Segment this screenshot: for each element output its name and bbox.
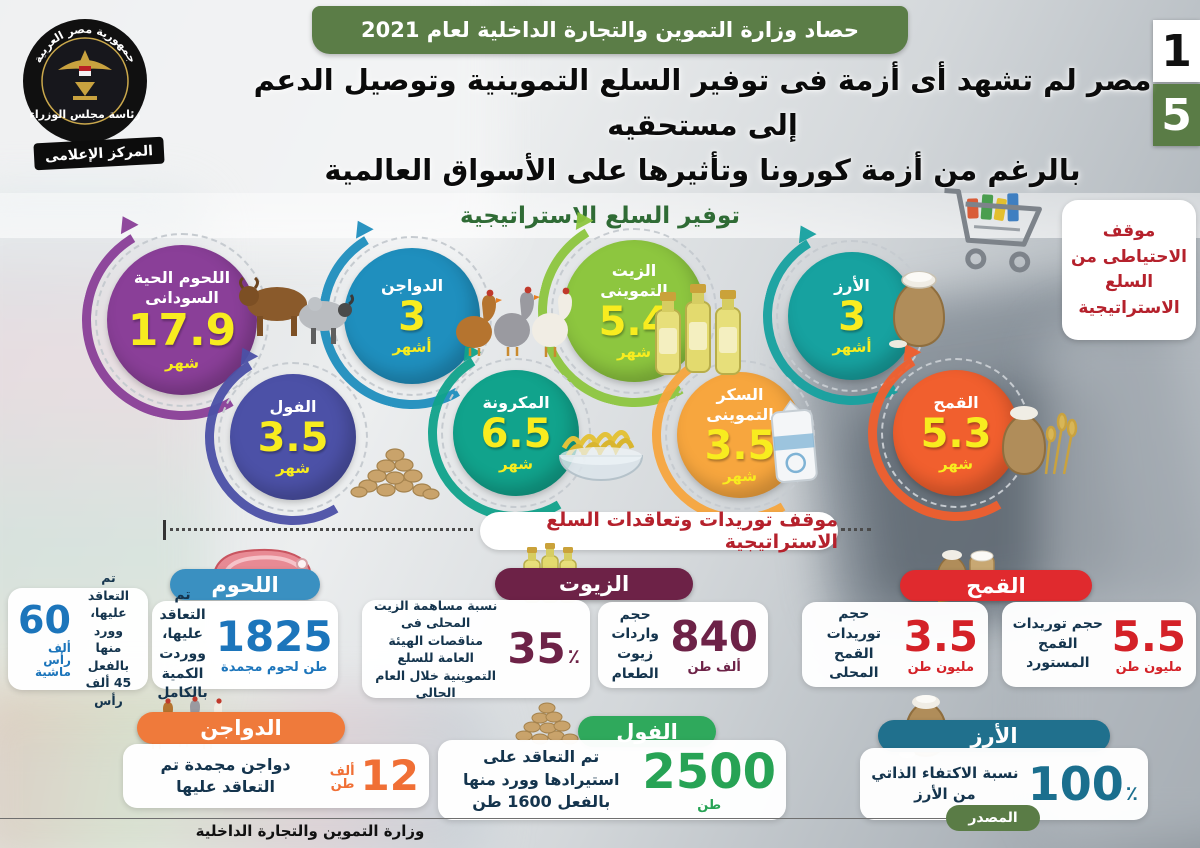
main-title-line1: مصر لم تشهد أى أزمة فى توفير السلع التمو… bbox=[253, 63, 1152, 142]
rice-card: ٪ 100 نسبة الاكتفاء الذاتي من الأرز bbox=[860, 748, 1148, 820]
dashed-ring bbox=[551, 228, 717, 394]
wheat-card-imported: 5.5 مليون طن حجم توريدات القمح المستورد bbox=[1002, 602, 1196, 687]
page-number-1: 1 bbox=[1153, 20, 1200, 82]
oils-card-local-share: ٪ 35 نسبة مساهمة الزيت المحلى فى مناقصات … bbox=[362, 598, 590, 700]
reserve-circle-oil: الزيت التموينى 5.4 شهر bbox=[517, 194, 751, 428]
eagle-icon bbox=[58, 50, 112, 100]
sugar-bag-icon bbox=[770, 399, 818, 484]
pasta-bowl-icon bbox=[558, 430, 644, 481]
reserve-circle-live-meat: اللحوم الحية السودانى 17.9 شهر bbox=[60, 198, 304, 442]
page-number-5: 5 bbox=[1153, 84, 1200, 146]
oils-header-pill: الزيوت bbox=[495, 568, 693, 600]
main-title-line2: بالرغم من أزمة كورونا وتأثيرها على الأسو… bbox=[324, 152, 1081, 187]
cow-sheep-icon bbox=[239, 276, 355, 344]
dashed-ring bbox=[441, 358, 591, 508]
rice-sack-icon bbox=[889, 271, 946, 348]
reserve-circle-beans: الفول 3.5 شهر bbox=[186, 330, 400, 544]
poultry-header-pill: الدواجن bbox=[137, 712, 345, 744]
dotted-tick bbox=[163, 520, 166, 540]
rice-header-pill: الأرز bbox=[878, 720, 1110, 752]
reserve-circle-pasta: المكرونة 6.5 شهر bbox=[409, 326, 623, 540]
wheat-header-pill: القمح bbox=[900, 570, 1092, 601]
poultry-card: 12 ألف طن دواجن مجمدة تم التعاقد عليها bbox=[123, 744, 429, 808]
source-label-pill: المصدر bbox=[946, 805, 1040, 831]
oil-bottles-icon bbox=[655, 284, 741, 375]
header-banner: حصاد وزارة التموين والتجارة الداخلية لعا… bbox=[312, 6, 908, 54]
reserve-circle-sugar: السكر التموينى 3.5 شهر bbox=[633, 328, 847, 542]
dotted-line-left bbox=[170, 528, 473, 531]
wheat-sack-icon bbox=[1001, 406, 1078, 476]
reserve-circle-poultry: الدواجن 3 أشهر bbox=[299, 203, 525, 429]
logo-seal-icon: جمهورية مصر العربية رئاسة مجلس الوزراء bbox=[23, 19, 147, 143]
svg-text:رئاسة مجلس الوزراء: رئاسة مجلس الوزراء bbox=[29, 108, 140, 121]
oils-card-imports: 840 ألف طن حجم واردات زيوت الطعام bbox=[598, 602, 768, 688]
beans-pile-icon bbox=[350, 448, 440, 500]
meat-header-pill: اللحوم bbox=[170, 569, 320, 600]
chickens-icon bbox=[456, 286, 572, 357]
reserve-status-note: موقف الاحتياطى من السلع الاستراتيجية bbox=[1062, 200, 1196, 340]
main-title: مصر لم تشهد أى أزمة فى توفير السلع التمو… bbox=[225, 58, 1180, 193]
shopping-cart-icon bbox=[944, 188, 1042, 273]
source-text: وزارة التموين والتجارة الداخلية bbox=[195, 822, 425, 840]
beans-card: 2500 طن تم التعاقد على استيرادها وورد منه… bbox=[438, 740, 786, 820]
footer-divider bbox=[0, 818, 948, 819]
meat-card-contracted: 1825 طن لحوم مجمدة تم التعاقد عليها، وورد… bbox=[152, 587, 338, 701]
meat-card-livestock: تم التعاقد عليها، وورد منها بالفعل 45 أل… bbox=[8, 570, 148, 708]
wheat-card-local: 3.5 مليون طن حجم توريدات القمح المحلى bbox=[802, 602, 988, 687]
reserve-circle-wheat: القمح 5.3 شهر bbox=[849, 326, 1063, 540]
dotted-line-right bbox=[841, 528, 871, 531]
section-supplies-title: موقف توريدات وتعاقدات السلع الاستراتيجية bbox=[480, 509, 838, 553]
dashed-ring bbox=[218, 362, 368, 512]
government-logo: جمهورية مصر العربية رئاسة مجلس الوزراء ا… bbox=[18, 16, 165, 171]
